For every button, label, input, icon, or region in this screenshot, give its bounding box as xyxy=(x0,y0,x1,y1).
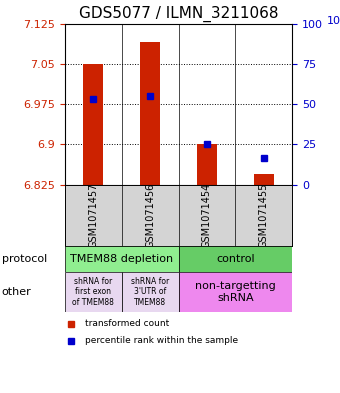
Bar xyxy=(254,174,274,185)
Text: other: other xyxy=(2,287,31,297)
Title: GDS5077 / ILMN_3211068: GDS5077 / ILMN_3211068 xyxy=(79,6,278,22)
Bar xyxy=(178,272,292,312)
Text: GSM1071455: GSM1071455 xyxy=(259,182,269,248)
Text: percentile rank within the sample: percentile rank within the sample xyxy=(85,336,238,345)
Bar xyxy=(197,144,217,185)
Bar xyxy=(65,246,178,272)
Bar xyxy=(122,272,178,312)
Bar xyxy=(83,64,103,185)
Y-axis label: 100%: 100% xyxy=(327,15,340,26)
Text: non-targetting
shRNA: non-targetting shRNA xyxy=(195,281,276,303)
Bar xyxy=(178,246,292,272)
Text: GSM1071454: GSM1071454 xyxy=(202,182,212,248)
Text: shRNA for
first exon
of TMEM88: shRNA for first exon of TMEM88 xyxy=(72,277,114,307)
Text: control: control xyxy=(216,254,255,264)
Bar xyxy=(140,42,160,185)
Text: protocol: protocol xyxy=(2,254,47,264)
Text: transformed count: transformed count xyxy=(85,320,169,329)
Text: shRNA for
3'UTR of
TMEM88: shRNA for 3'UTR of TMEM88 xyxy=(131,277,169,307)
Text: GSM1071456: GSM1071456 xyxy=(145,182,155,248)
Bar xyxy=(65,272,122,312)
Text: GSM1071457: GSM1071457 xyxy=(88,182,98,248)
Text: TMEM88 depletion: TMEM88 depletion xyxy=(70,254,173,264)
